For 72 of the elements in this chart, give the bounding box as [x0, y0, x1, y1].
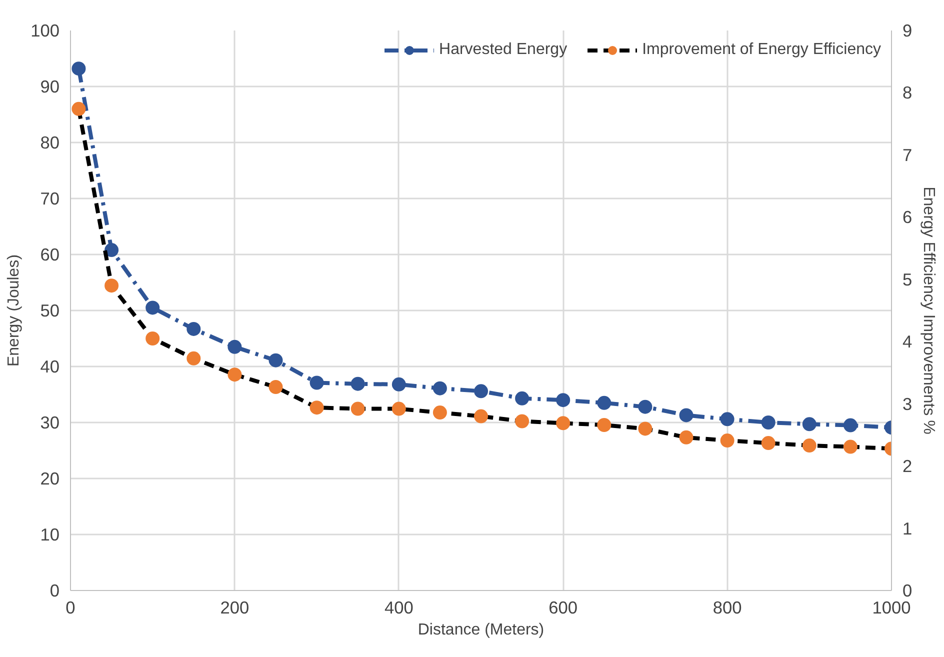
y2-tick-label: 9 [902, 20, 912, 40]
point [679, 408, 694, 422]
point [228, 368, 242, 382]
y-tick-label: 10 [40, 524, 60, 544]
point [350, 402, 365, 416]
point [679, 430, 694, 444]
y2-axis-title: Energy Efficiency Improvements % [920, 186, 938, 434]
point [720, 434, 734, 448]
y-tick-label: 0 [50, 580, 60, 600]
x-tick-label: 600 [548, 598, 578, 618]
y-tick-label: 60 [40, 244, 60, 264]
y2-tick-label: 0 [902, 580, 912, 600]
point [72, 62, 86, 76]
point [720, 412, 734, 426]
point [104, 278, 119, 293]
point [802, 438, 816, 453]
point [843, 440, 858, 454]
point [556, 393, 570, 408]
point [432, 406, 447, 420]
point [802, 417, 816, 432]
point [350, 376, 365, 391]
x-tick-label: 800 [712, 598, 742, 618]
y2-tick-label: 2 [902, 456, 912, 476]
y-tick-label: 30 [40, 412, 60, 432]
point [515, 414, 530, 428]
y-axis-title: Energy (Joules) [6, 254, 23, 367]
point [761, 416, 776, 430]
point [186, 351, 201, 366]
point [515, 391, 530, 406]
point [474, 409, 488, 424]
point [104, 243, 119, 258]
x-tick-label: 0 [66, 598, 76, 618]
point [310, 376, 324, 390]
y-tick-label: 40 [40, 356, 60, 376]
legend-label: Harvested Energy [439, 41, 568, 59]
x-tick-label: 1000 [872, 598, 911, 618]
y2-tick-label: 5 [902, 269, 912, 290]
point [146, 300, 160, 315]
point [186, 322, 201, 336]
point [146, 332, 160, 346]
x-axis-title: Distance (Meters) [418, 622, 544, 638]
y2-tick-label: 3 [902, 394, 912, 414]
point [432, 381, 447, 396]
point [474, 384, 488, 398]
point [597, 418, 612, 432]
y2-tick-label: 8 [902, 82, 912, 103]
point [761, 436, 776, 450]
y-tick-label: 80 [40, 132, 60, 152]
point [843, 418, 858, 432]
x-tick-label: 200 [220, 598, 250, 618]
point [638, 422, 652, 436]
y2-tick-label: 1 [902, 518, 912, 538]
point [310, 400, 324, 415]
y2-tick-label: 7 [902, 144, 912, 165]
y-tick-label: 50 [40, 300, 60, 320]
point [228, 340, 242, 354]
y-tick-label: 70 [40, 188, 60, 208]
point [72, 102, 86, 116]
point [556, 416, 570, 430]
legend-label: Improvement of Energy Efficiency [642, 41, 881, 59]
point [638, 400, 652, 414]
x-tick-label: 400 [384, 598, 414, 618]
point [597, 396, 612, 410]
point [392, 402, 406, 416]
y2-tick-label: 6 [902, 207, 912, 228]
y-tick-label: 90 [40, 76, 60, 96]
y-tick-label: 20 [40, 468, 60, 488]
point [268, 353, 283, 368]
y-tick-label: 100 [30, 20, 60, 40]
point [268, 380, 283, 394]
point [392, 377, 406, 392]
y2-tick-label: 4 [902, 332, 912, 352]
